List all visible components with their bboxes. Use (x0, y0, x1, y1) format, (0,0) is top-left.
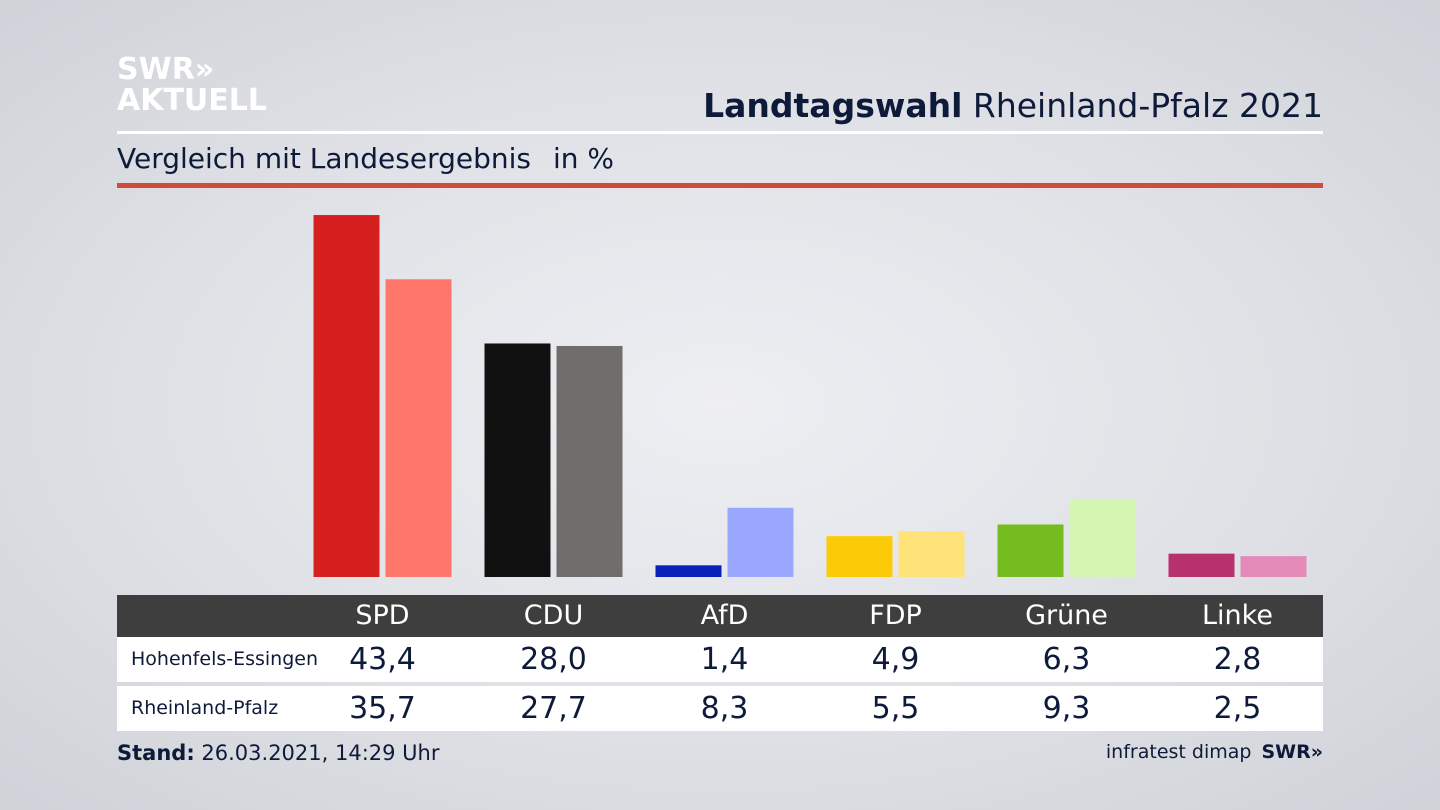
value-cell: 35,7 (349, 691, 416, 726)
bar-afd-state (727, 507, 794, 577)
unit-label: in % (552, 142, 615, 175)
chart-subtitle: Vergleich mit Landesergebnis in % (117, 142, 614, 175)
header-gruene: Grüne (1025, 600, 1108, 631)
swr-aktuell-logo: SWR» AKTUELL (117, 54, 267, 116)
stand-value: 26.03.2021, 14:29 Uhr (194, 741, 440, 765)
value-cell: 5,5 (871, 691, 920, 726)
row-label: Rheinland-Pfalz (131, 697, 279, 719)
bar-chart (313, 215, 1307, 577)
bar-spd-state (385, 279, 452, 577)
title-divider (117, 131, 1323, 134)
value-cell: 2,5 (1213, 691, 1262, 726)
source-name: infratest dimap (1105, 741, 1252, 763)
title-rest: Rheinland-Pfalz 2021 (962, 86, 1323, 125)
bar-fdp-state (898, 531, 965, 577)
header-cdu: CDU (523, 600, 584, 631)
logo-line-1: SWR» (117, 52, 215, 87)
header-fdp: FDP (869, 600, 922, 631)
value-cell: 9,3 (1042, 691, 1091, 726)
value-cell: 8,3 (700, 691, 749, 726)
value-cell: 6,3 (1042, 642, 1091, 677)
timestamp: Stand: 26.03.2021, 14:29 Uhr (117, 741, 440, 765)
swr-brand-logo: SWR» (1261, 741, 1323, 763)
bar-gruene-local (997, 524, 1064, 577)
logo-line-2: AKTUELL (117, 83, 268, 118)
value-cell: 2,8 (1213, 642, 1262, 677)
bar-cdu-state (556, 345, 623, 577)
bar-afd-local (655, 565, 722, 577)
row-label: Hohenfels-Essingen (131, 648, 319, 670)
value-cell: 4,9 (871, 642, 920, 677)
table-row: Rheinland-Pfalz 35,7 27,7 8,3 5,5 9,3 2,… (117, 686, 1323, 731)
bar-fdp-local (826, 536, 893, 577)
title-bold: Landtagswahl (703, 86, 963, 125)
bar-linke-state (1240, 556, 1307, 577)
value-cell: 1,4 (700, 642, 749, 677)
subtitle-divider (117, 183, 1323, 188)
subtitle-text: Vergleich mit Landesergebnis (117, 142, 531, 175)
value-cell: 43,4 (349, 642, 416, 677)
bar-cdu-local (484, 343, 551, 577)
value-cell: 28,0 (520, 642, 587, 677)
bar-gruene-state (1069, 499, 1136, 577)
page-title: Landtagswahl Rheinland-Pfalz 2021 (703, 86, 1323, 125)
table-header: SPD CDU AfD FDP Grüne Linke (117, 595, 1323, 637)
header-linke: Linke (1202, 600, 1273, 631)
value-cell: 27,7 (520, 691, 587, 726)
header-afd: AfD (700, 600, 749, 631)
header-spd: SPD (355, 600, 410, 631)
table-row: Hohenfels-Essingen 43,4 28,0 1,4 4,9 6,3… (117, 637, 1323, 682)
bar-linke-local (1168, 553, 1235, 577)
source-credit: infratest dimap SWR» (1106, 741, 1323, 763)
bar-spd-local (313, 215, 380, 577)
stand-label: Stand: (117, 741, 195, 765)
